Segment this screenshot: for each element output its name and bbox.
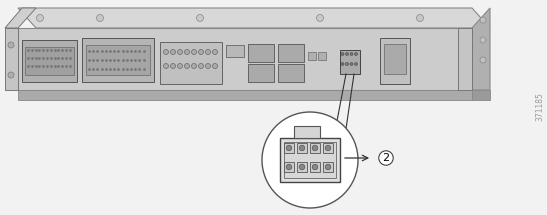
- Bar: [297, 162, 307, 172]
- Bar: [248, 64, 274, 82]
- Circle shape: [312, 145, 318, 151]
- Circle shape: [346, 63, 348, 66]
- Polygon shape: [18, 90, 472, 100]
- Bar: [310, 162, 320, 172]
- Polygon shape: [18, 8, 490, 28]
- Bar: [308, 52, 316, 60]
- Polygon shape: [5, 8, 36, 28]
- Circle shape: [199, 49, 203, 54]
- Text: 2: 2: [382, 153, 389, 163]
- Bar: [310, 143, 320, 153]
- Circle shape: [286, 164, 292, 170]
- Circle shape: [196, 14, 203, 22]
- Bar: [22, 40, 77, 82]
- Circle shape: [206, 63, 211, 69]
- Bar: [278, 64, 304, 82]
- Circle shape: [346, 52, 348, 55]
- Bar: [25, 47, 74, 75]
- Bar: [226, 45, 244, 57]
- Circle shape: [96, 14, 103, 22]
- Circle shape: [317, 14, 323, 22]
- Bar: [248, 44, 274, 62]
- Circle shape: [325, 145, 331, 151]
- Circle shape: [8, 72, 14, 78]
- Text: 371185: 371185: [536, 93, 544, 121]
- Bar: [323, 162, 333, 172]
- Circle shape: [164, 63, 168, 69]
- Bar: [284, 162, 294, 172]
- Bar: [278, 44, 304, 62]
- Bar: [297, 143, 307, 153]
- Circle shape: [341, 63, 344, 66]
- Bar: [294, 126, 320, 138]
- Bar: [384, 44, 406, 74]
- Polygon shape: [472, 90, 490, 100]
- Bar: [323, 143, 333, 153]
- Circle shape: [262, 112, 358, 208]
- Circle shape: [199, 63, 203, 69]
- Circle shape: [354, 63, 358, 66]
- Circle shape: [354, 52, 358, 55]
- Circle shape: [184, 63, 189, 69]
- Bar: [284, 143, 294, 153]
- Bar: [340, 50, 360, 74]
- Circle shape: [177, 49, 183, 54]
- Circle shape: [37, 14, 44, 22]
- Bar: [284, 142, 336, 178]
- Circle shape: [164, 49, 168, 54]
- Circle shape: [212, 49, 218, 54]
- Circle shape: [416, 14, 423, 22]
- Circle shape: [191, 49, 196, 54]
- Circle shape: [8, 42, 14, 48]
- Circle shape: [171, 49, 176, 54]
- Bar: [280, 138, 340, 182]
- Circle shape: [350, 52, 353, 55]
- Circle shape: [350, 63, 353, 66]
- Bar: [86, 45, 150, 75]
- Polygon shape: [18, 28, 472, 90]
- Circle shape: [480, 37, 486, 43]
- Circle shape: [177, 63, 183, 69]
- Bar: [380, 38, 410, 84]
- Polygon shape: [5, 28, 18, 90]
- Circle shape: [480, 17, 486, 23]
- Circle shape: [212, 63, 218, 69]
- Circle shape: [325, 164, 331, 170]
- Bar: [82, 38, 154, 82]
- Bar: [160, 42, 222, 84]
- Circle shape: [480, 57, 486, 63]
- Bar: [318, 52, 326, 60]
- Circle shape: [299, 164, 305, 170]
- Circle shape: [299, 145, 305, 151]
- Circle shape: [341, 52, 344, 55]
- Circle shape: [171, 63, 176, 69]
- Polygon shape: [472, 8, 490, 90]
- Circle shape: [312, 164, 318, 170]
- Circle shape: [286, 145, 292, 151]
- Circle shape: [184, 49, 189, 54]
- Circle shape: [191, 63, 196, 69]
- Circle shape: [206, 49, 211, 54]
- Polygon shape: [458, 28, 472, 90]
